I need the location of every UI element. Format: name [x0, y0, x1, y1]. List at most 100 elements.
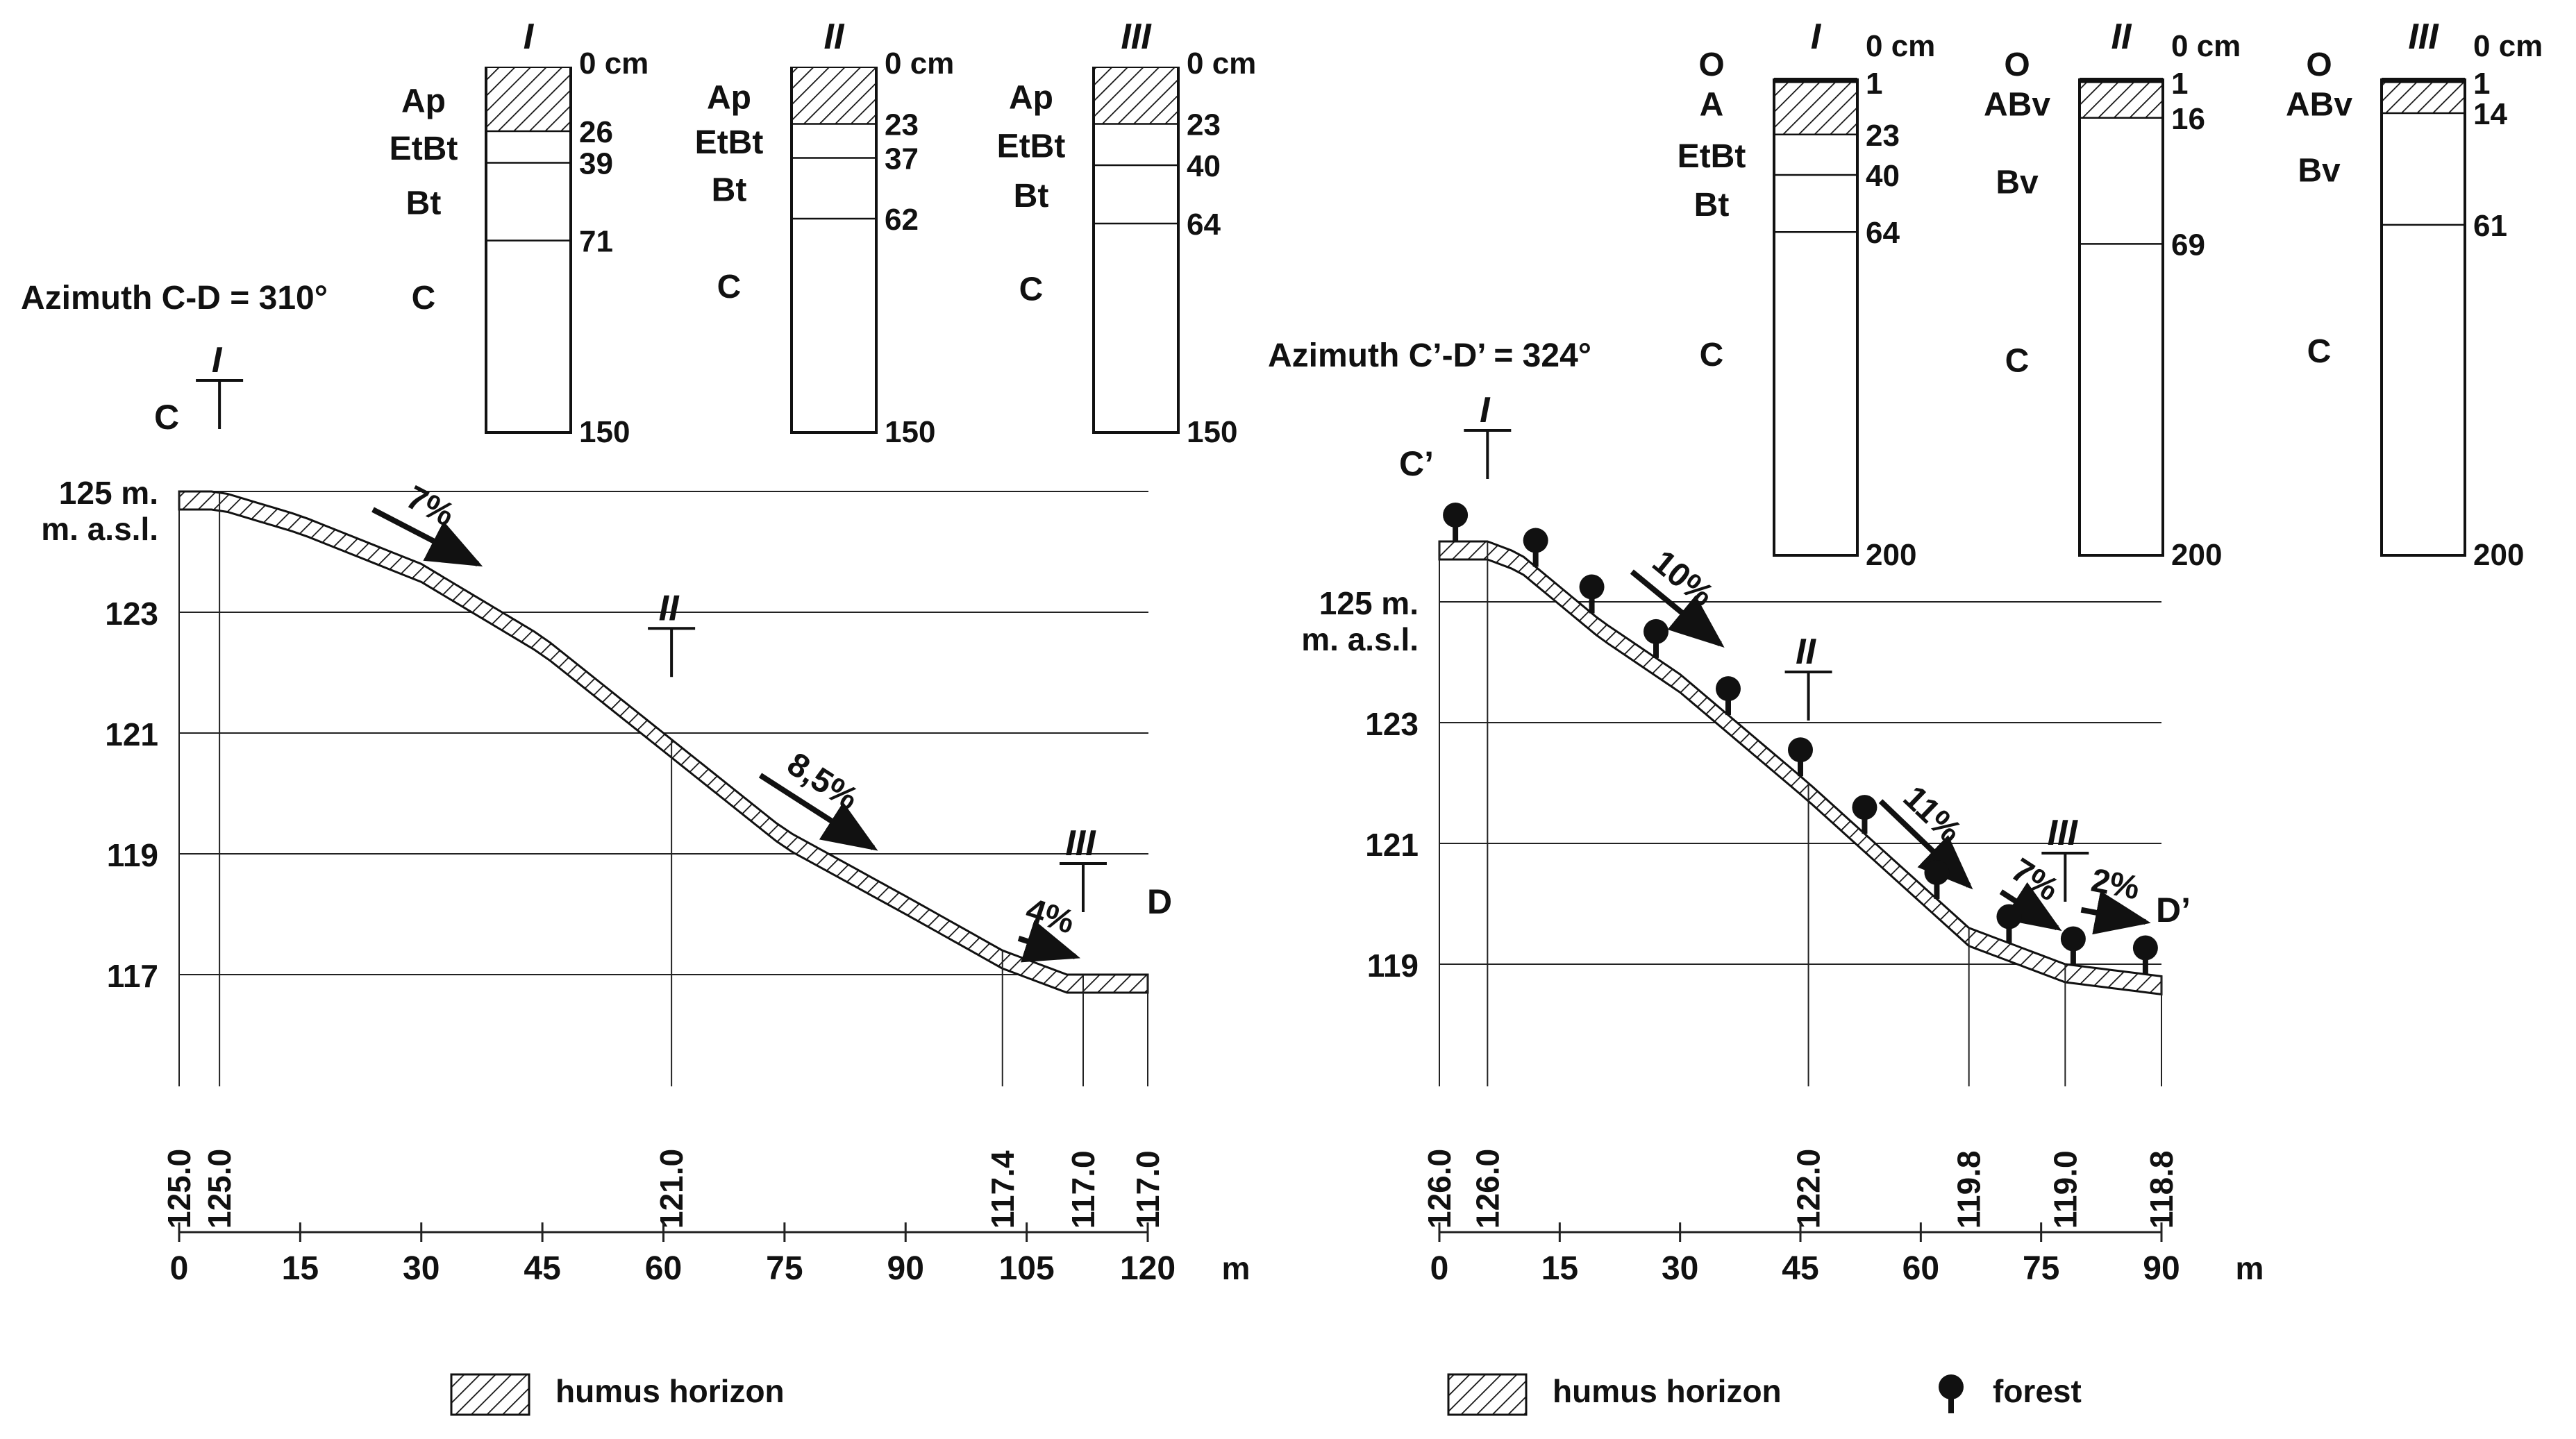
- transect-start-label: C’: [1399, 444, 1434, 483]
- depth-label: 40: [1187, 149, 1221, 183]
- pit-marker-numeral: I: [1480, 390, 1491, 430]
- depth-label: 0 cm: [885, 47, 954, 81]
- profile-numeral: I: [524, 17, 535, 57]
- transect-start-label: C: [154, 398, 179, 437]
- horizon-label: EtBt: [1678, 138, 1746, 175]
- depth-label: 0 cm: [1187, 47, 1256, 81]
- distance-tick-label: 15: [282, 1250, 319, 1287]
- horizon-label: Bt: [1694, 187, 1730, 224]
- horizon-label: EtBt: [695, 124, 764, 161]
- forest-icon: [1852, 795, 1877, 821]
- profile-humus-fill: [2383, 82, 2464, 113]
- horizon-label: ABv: [1984, 86, 2050, 123]
- pit-marker-numeral: III: [1065, 823, 1096, 864]
- forest-icon-trunk: [1589, 598, 1595, 614]
- profile-numeral: III: [2408, 17, 2439, 57]
- horizon-label: EtBt: [997, 128, 1066, 165]
- distance-tick-label: 60: [645, 1250, 682, 1287]
- depth-label: 26: [579, 115, 613, 149]
- profile-organic-layer: [2382, 78, 2465, 83]
- distance-unit-label: m: [2236, 1250, 2264, 1286]
- legend-label: forest: [1993, 1373, 2082, 1409]
- forest-icon: [2060, 926, 2086, 952]
- y-axis-label-121: 121: [105, 716, 158, 752]
- horizon-label: C: [2005, 343, 2030, 380]
- pit-marker-numeral: II: [1796, 632, 1816, 672]
- forest-icon-trunk: [1653, 642, 1659, 658]
- elevation-tick-label: 117.0: [1130, 1150, 1166, 1229]
- forest-icon: [1523, 528, 1548, 553]
- transect-end-label: D’: [2156, 891, 2191, 929]
- profile-humus-fill: [2081, 82, 2161, 118]
- y-axis-unit-label: m. a.s.l.: [1301, 621, 1419, 657]
- azimuth-label: Azimuth C-D = 310°: [21, 280, 328, 317]
- profile-column-outline: [2078, 78, 2164, 557]
- distance-tick-label: 105: [999, 1250, 1055, 1287]
- elevation-tick-label: 126.0: [1421, 1149, 1457, 1229]
- pit-marker-numeral: I: [212, 340, 223, 380]
- slope-arrow: [371, 507, 483, 567]
- soil-profile-column: I OA EtBt Bt C 0 cm 1 23 40 64 200: [1678, 17, 1936, 572]
- slope-arrow: [1017, 920, 1080, 963]
- depth-label: 71: [579, 225, 613, 259]
- distance-tick-label: 0: [170, 1250, 189, 1287]
- legend-label: humus horizon: [1553, 1373, 1782, 1409]
- depth-label: 0 cm: [1866, 29, 1935, 63]
- distance-unit-label: m: [1222, 1250, 1251, 1286]
- y-axis-label-119: 119: [107, 837, 158, 873]
- distance-tick-label: 60: [1902, 1250, 1939, 1287]
- elevation-tick-label: 126.0: [1469, 1149, 1505, 1229]
- slope-arrow: [1999, 882, 2062, 932]
- distance-tick-label: 15: [1541, 1250, 1578, 1287]
- elevation-tick-label: 121.0: [653, 1149, 689, 1229]
- slope-label: 10%: [1646, 544, 1721, 614]
- profile-column-outline: [2380, 78, 2466, 557]
- profile-humus-fill: [1095, 68, 1177, 124]
- pit-marker-numeral: II: [659, 588, 680, 628]
- forest-icon: [1443, 503, 1469, 528]
- y-axis-label-125: 125 m.: [1319, 585, 1419, 621]
- horizon-label: Ap: [1009, 79, 1053, 116]
- forest-icon-trunk: [1862, 818, 1868, 834]
- horizon-label: Bt: [1014, 178, 1049, 214]
- distance-tick-label: 0: [1430, 1250, 1449, 1287]
- profile-humus-fill: [487, 68, 569, 131]
- depth-label: 37: [885, 142, 919, 176]
- depth-label: 1: [2473, 67, 2490, 101]
- horizon-label: Ap: [401, 83, 446, 120]
- depth-label: 23: [1187, 108, 1221, 142]
- elevation-tick-label: 125.0: [201, 1149, 237, 1229]
- depth-label: 0 cm: [2473, 29, 2543, 63]
- forest-icon: [1924, 860, 1950, 886]
- legend-hatch-swatch: [1447, 1373, 1528, 1416]
- elevation-tick-label: 117.4: [985, 1150, 1021, 1229]
- y-axis-label-123: 123: [1365, 706, 1419, 742]
- depth-label: 16: [2171, 102, 2205, 136]
- depth-label: 39: [579, 147, 613, 181]
- transect-end-label: D: [1147, 882, 1172, 921]
- profile-column-outline: [1773, 78, 1859, 557]
- profile-numeral: I: [1811, 17, 1822, 57]
- slope-arrow: [758, 773, 878, 851]
- y-axis-label-121: 121: [1365, 827, 1419, 863]
- depth-label: 61: [2473, 209, 2507, 243]
- horizon-label: Bt: [406, 185, 442, 222]
- distance-tick-label: 75: [2023, 1250, 2059, 1287]
- transect-c-d-panel: 125 m. 123 121 119 117 m. a.s.l. 125.0 125.0 121…: [21, 17, 1256, 1416]
- horizon-label: C: [412, 280, 436, 317]
- legend-forest-icon-trunk: [1948, 1398, 1954, 1413]
- distance-tick-label: 30: [1662, 1250, 1698, 1287]
- profile-humus-fill: [793, 68, 875, 124]
- horizon-label: C: [1019, 271, 1044, 308]
- depth-label: 0 cm: [579, 47, 649, 81]
- depth-label: 14: [2473, 97, 2507, 131]
- horizon-label: C: [717, 269, 742, 305]
- forest-icon: [1716, 676, 1741, 702]
- forest-icon: [1579, 574, 1605, 600]
- profile-numeral: II: [2111, 17, 2132, 57]
- depth-label: 1: [1866, 67, 1882, 101]
- depth-label: 1: [2171, 67, 2188, 101]
- forest-icon: [1996, 904, 2022, 929]
